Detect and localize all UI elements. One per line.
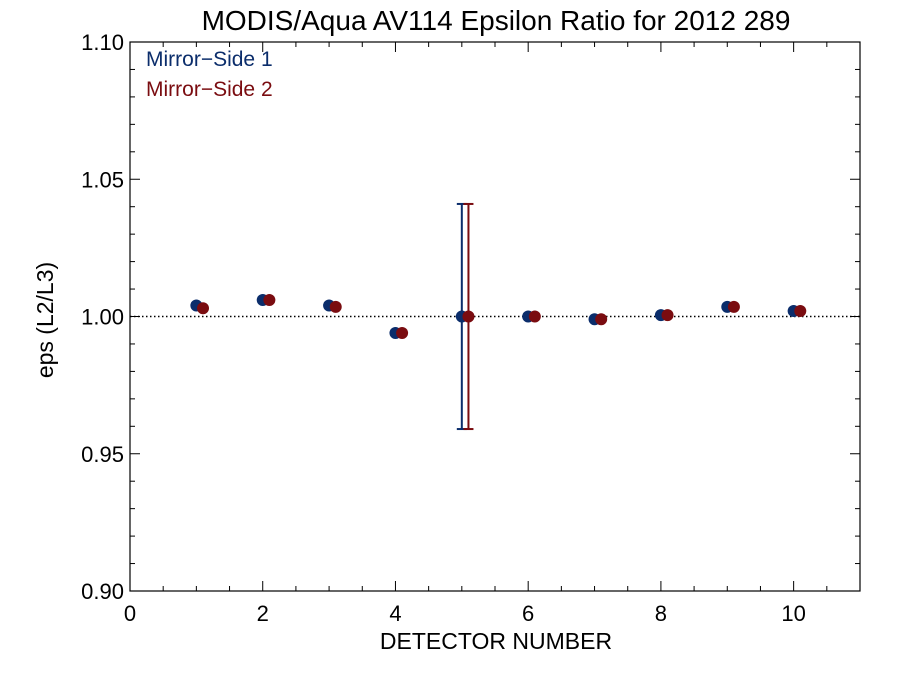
plot-marks [130,202,860,431]
x-tick-label: 10 [781,601,805,626]
series-2-point [595,313,608,326]
plot-axes: 0 2 4 6 8 10 0.90 0.95 1.00 1.05 1.10 [81,30,861,626]
y-axis-label: eps (L2/L3) [32,262,58,378]
x-tick-label: 6 [522,601,534,626]
series-2-point [794,305,807,318]
x-tick-label: 2 [257,601,269,626]
chart-title: MODIS/Aqua AV114 Epsilon Ratio for 2012 … [202,5,791,36]
legend: Mirror−Side 1 Mirror−Side 2 [146,48,273,101]
legend-label-mirror-side-2: Mirror−Side 2 [146,78,273,101]
series-2-point [263,294,276,307]
series-2-point [396,326,409,339]
legend-label-mirror-side-1: Mirror−Side 1 [146,48,273,71]
series-2-point [661,309,674,322]
x-tick-label: 0 [124,601,136,626]
y-tick-label: 1.00 [81,305,124,330]
x-tick-label: 4 [389,601,401,626]
y-tick-label: 0.90 [81,579,124,604]
x-tick-label: 8 [655,601,667,626]
y-tick-label: 1.05 [81,167,124,192]
y-tick-label: 1.10 [81,30,124,55]
series-2-point [528,310,541,323]
series-2-point [329,300,342,313]
x-axis-label: DETECTOR NUMBER [380,628,612,654]
series-2-point [462,310,475,323]
series-2-point [197,302,209,315]
series-2-point [727,300,740,313]
y-tick-label: 0.95 [81,442,124,467]
